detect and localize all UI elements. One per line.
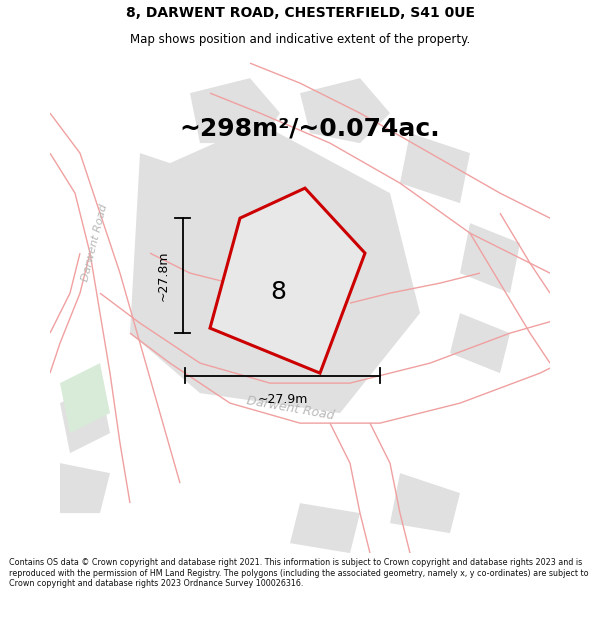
Polygon shape — [60, 363, 110, 433]
Text: ~27.8m: ~27.8m — [157, 251, 170, 301]
Polygon shape — [300, 78, 390, 143]
Text: ~298m²/~0.074ac.: ~298m²/~0.074ac. — [179, 116, 440, 140]
Text: Contains OS data © Crown copyright and database right 2021. This information is : Contains OS data © Crown copyright and d… — [9, 558, 589, 588]
Polygon shape — [290, 503, 360, 553]
Polygon shape — [190, 78, 280, 143]
Polygon shape — [390, 473, 460, 533]
Text: 8: 8 — [270, 280, 286, 304]
Polygon shape — [210, 188, 365, 373]
Polygon shape — [60, 383, 110, 453]
Text: Darwent Road: Darwent Road — [80, 203, 109, 283]
Text: 8, DARWENT ROAD, CHESTERFIELD, S41 0UE: 8, DARWENT ROAD, CHESTERFIELD, S41 0UE — [125, 6, 475, 20]
Polygon shape — [60, 463, 110, 513]
Polygon shape — [400, 133, 470, 203]
Polygon shape — [460, 223, 520, 293]
Text: ~27.9m: ~27.9m — [257, 393, 308, 406]
Polygon shape — [450, 313, 510, 373]
Text: Darwent Road: Darwent Road — [245, 394, 335, 422]
Text: Map shows position and indicative extent of the property.: Map shows position and indicative extent… — [130, 33, 470, 46]
Polygon shape — [130, 123, 420, 413]
